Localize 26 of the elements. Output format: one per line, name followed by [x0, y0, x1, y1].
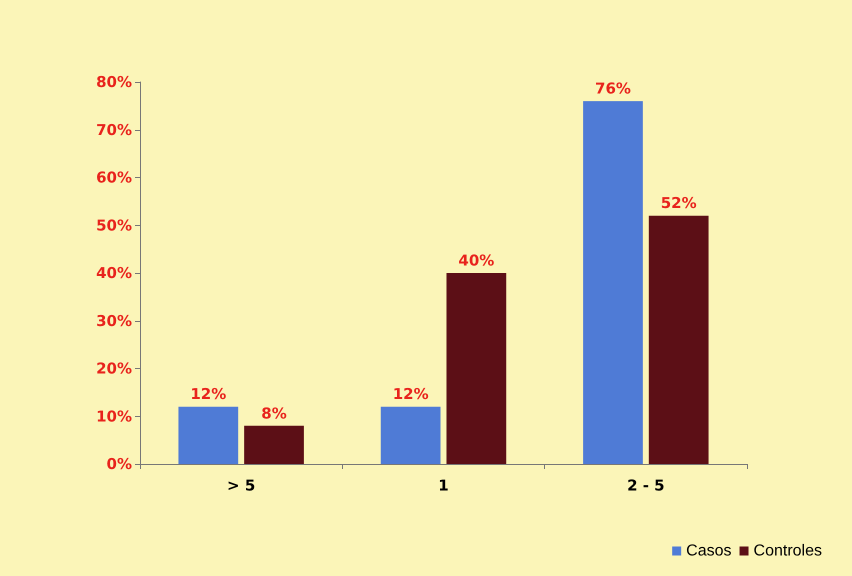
x-tick-label: > 5 [227, 476, 256, 494]
bar [446, 273, 506, 464]
y-tick-label: 70% [96, 120, 132, 139]
data-label: 52% [660, 194, 697, 212]
y-tick-label: 20% [96, 360, 132, 378]
y-tick-label: 80% [96, 73, 132, 91]
data-label: 8% [261, 404, 287, 422]
bar [648, 216, 709, 464]
y-tick-label: 50% [96, 216, 132, 234]
bar [583, 101, 643, 464]
bar [380, 406, 441, 464]
data-label: 12% [190, 385, 226, 404]
data-label: 40% [458, 252, 494, 270]
data-label: 12% [392, 385, 429, 404]
y-tick-label: 10% [96, 407, 132, 426]
y-tick-label: 30% [96, 312, 132, 330]
data-label: 76% [595, 80, 631, 98]
bar [244, 426, 304, 464]
y-tick-label: 60% [96, 168, 132, 186]
x-tick-label: 2 - 5 [627, 476, 665, 494]
y-tick-label: 0% [106, 455, 132, 473]
legend-label: Casos [686, 542, 732, 560]
bar [178, 406, 238, 464]
x-tick-label: 1 [438, 476, 449, 494]
y-tick-label: 40% [96, 264, 132, 282]
legend-label: Controles [754, 542, 822, 560]
